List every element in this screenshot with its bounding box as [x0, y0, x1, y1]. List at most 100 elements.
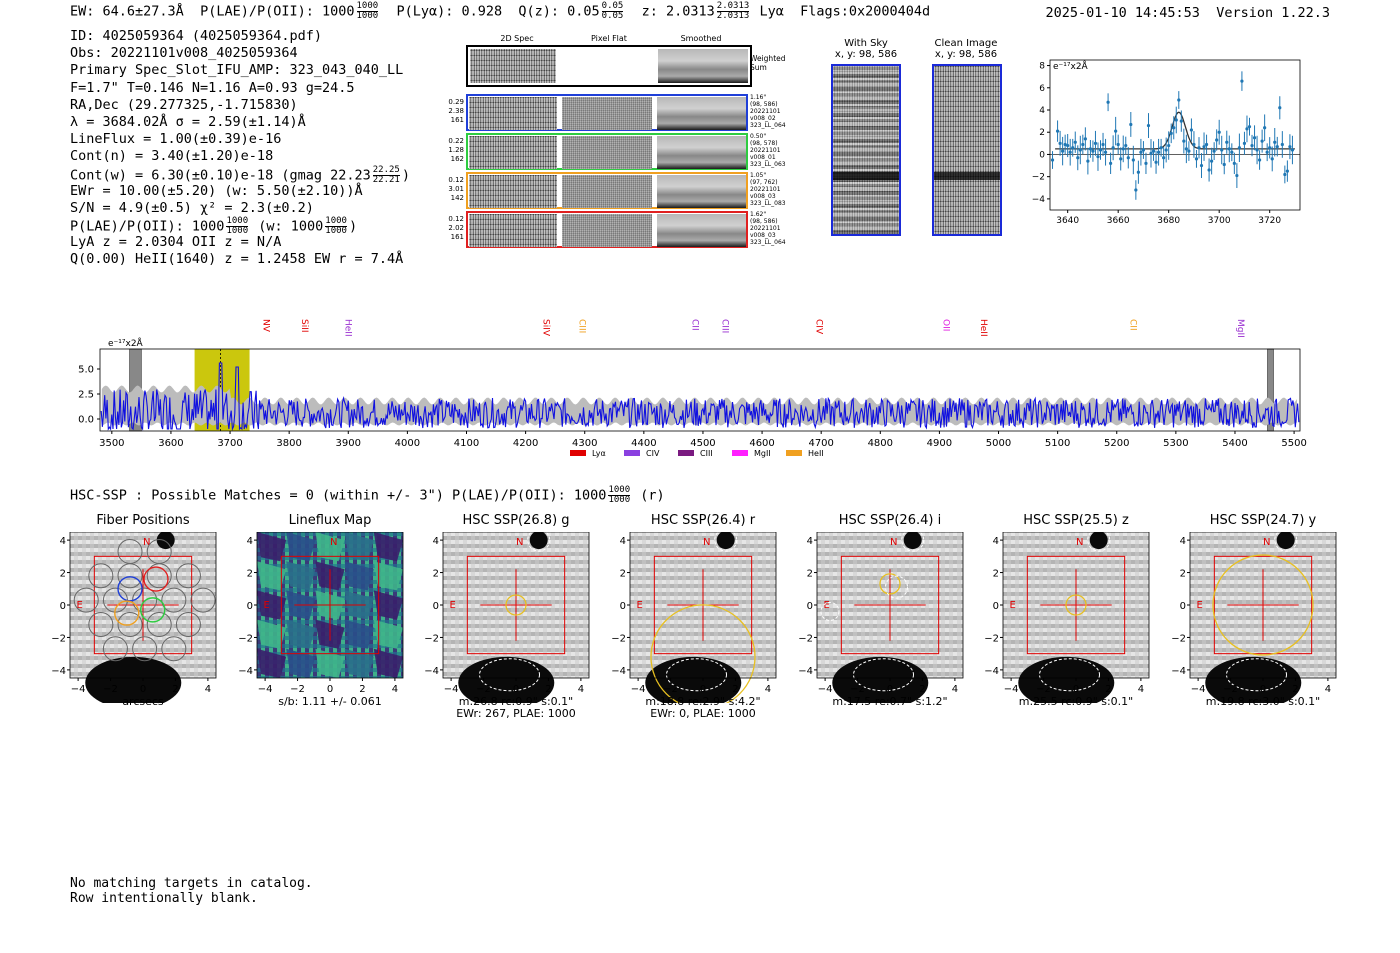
hsc-ytick-label: 2: [993, 569, 999, 580]
fit-point: [1217, 130, 1221, 134]
hsc-ytick-label: 2: [620, 569, 626, 580]
bright-source-top: [156, 532, 175, 550]
hsc-ytick-label: 0: [247, 601, 253, 612]
fit-point: [1151, 149, 1156, 153]
hsc-xtick-label: 4: [205, 684, 211, 695]
spectrum-legend-label: MgII: [754, 449, 771, 458]
spec2d-row-right-value: (98, 586): [750, 101, 778, 108]
fit-point: [1227, 147, 1231, 151]
spec2d-row-right-value: 20221101: [750, 186, 781, 193]
hsc-match-aperture: [650, 604, 756, 703]
lineflux-cell: [315, 532, 345, 562]
spectrum-flux-line: [100, 362, 1300, 432]
fit-ylabel: e⁻¹⁷x2Å: [1053, 60, 1089, 72]
fit-point: [1116, 142, 1120, 147]
spectrum-line-marker-label: HeII: [978, 319, 988, 337]
spectrum-xtick-label: 3900: [336, 438, 361, 449]
spectrum-ylabel: e⁻¹⁷x2Å: [108, 337, 144, 349]
spec2d-row-2d: [469, 97, 557, 130]
spectrum-legend-label: CIV: [646, 449, 660, 458]
spectrum-line-marker-label: CII: [1127, 319, 1137, 331]
fit-point: [1106, 100, 1110, 104]
spectrum-xtick-label: 4000: [395, 438, 420, 449]
hsc-panel-image: N E −4 −2 0 2 4 4 2 0 −2 −4: [51, 532, 217, 703]
spec2d-row-right-labels: 1.05" (97, 762) 20221101 v008_03 323_LL_083: [750, 172, 794, 207]
lineflux-cell: [257, 648, 287, 678]
info-radec: RA,Dec (29.277325,-1.715830): [70, 96, 298, 113]
spectrum-line-marker: NV: [261, 319, 271, 333]
hsc-catalog-ellipse: [479, 658, 541, 692]
north-label: N: [330, 537, 337, 548]
spectrum-xtick-label: 5500: [1281, 438, 1306, 449]
spec2d-row-flat: [562, 214, 652, 247]
east-label: E: [449, 600, 455, 611]
fit-point: [1146, 123, 1151, 128]
fit-point: [1283, 172, 1287, 177]
hsc-xtick-label: 0: [887, 684, 893, 695]
spectrum-line-marker: CIV: [813, 319, 823, 335]
fit-point: [1098, 148, 1103, 152]
fit-point: [1182, 139, 1186, 143]
info-contn: Cont(n) = 3.40(±1.20)e-18: [70, 148, 274, 165]
bright-source-top: [903, 532, 922, 550]
north-label: N: [1076, 537, 1083, 548]
spec2d-row-right-labels: 1.16" (98, 586) 20221101 v008_02 323_LL_064: [750, 94, 794, 129]
hsc-ytick-label: −2: [238, 633, 253, 644]
fit-point: [1071, 146, 1075, 150]
fit-point: [1149, 151, 1153, 155]
fit-point: [1237, 146, 1241, 150]
spectrum-legend-label: HeII: [808, 449, 824, 458]
bright-source-top: [716, 532, 735, 550]
spectrum-xtick-label: 3600: [158, 438, 183, 449]
spec2d-row-right-value: 1.62": [750, 211, 767, 218]
spectrum-xtick-label: 5100: [1045, 438, 1070, 449]
hsc-panel-footer: arcsecs: [50, 696, 236, 708]
east-label: E: [263, 600, 269, 611]
fit-point: [1078, 148, 1082, 152]
hsc-xtick-label: 2: [732, 684, 738, 695]
north-label: N: [143, 537, 150, 548]
hsc-xtick-label: 0: [1073, 684, 1079, 695]
spectrum-xtick-label: 3800: [276, 438, 301, 449]
hsc-panel-footer: s/b: 1.11 +/- 0.061: [237, 696, 423, 708]
hsc-panel-title: HSC SSP(26.4) i: [838, 513, 942, 528]
hsc-ytick-label: 4: [993, 536, 999, 547]
fit-point: [1091, 149, 1095, 153]
fit-point: [1270, 157, 1274, 161]
fiber-circle: [132, 636, 158, 662]
fiber-circle: [146, 611, 172, 637]
spec2d-row-right-value: (98, 586): [750, 218, 778, 225]
fit-ytick-label: 2: [1039, 128, 1045, 138]
fit-point: [1210, 159, 1214, 163]
hsc-xtick-label: −2: [1223, 684, 1238, 695]
spec2d-row-left-value: 142: [450, 194, 464, 202]
hsc-xtick-label: −2: [103, 684, 118, 695]
spec2d-row-left-value: 1.28: [448, 146, 464, 154]
fit-point: [1129, 122, 1133, 127]
spectrum-xtick-label: 5000: [986, 438, 1011, 449]
fit-point: [1088, 147, 1093, 151]
fiber-circle: [117, 538, 143, 564]
spec2d-row-2d: [469, 175, 557, 208]
hsc-panel-footer-line1: m:19.8 rc:3.0" s:0.1": [1205, 695, 1321, 708]
spectrum-line-marker-label: MgII: [1235, 319, 1245, 338]
header-datetime: 2025-01-10 14:45:53: [1045, 5, 1200, 21]
hsc-ytick-label: −4: [1171, 666, 1186, 677]
spec2d-row-right-value: 20221101: [750, 147, 781, 154]
info-obs: Obs: 20221101v008_4025059364: [70, 45, 298, 62]
header-qz-frac: 0.05 0.05: [601, 1, 624, 21]
spectrum-xtick-label: 4800: [868, 438, 893, 449]
spectrum-line-marker: CIII: [576, 319, 586, 333]
spec2d-row-right-value: 323_LL_063: [750, 161, 786, 168]
hsc-ytick-label: −2: [798, 633, 813, 644]
fit-point: [1061, 149, 1065, 153]
hsc-panel-footer: m:18.8 re:2.9" s:4.2" EWr: 0, PLAE: 1000: [610, 696, 796, 720]
with-sky-image: [831, 64, 901, 236]
spec2d-row-left-value: 3.01: [448, 185, 464, 193]
fit-point: [1141, 148, 1146, 152]
fiber-circle: [146, 538, 172, 564]
hsc-ytick-label: 0: [433, 601, 439, 612]
hsc-catalog-ellipse: [1039, 658, 1101, 692]
fit-point: [1076, 156, 1080, 160]
fit-point: [1103, 150, 1108, 154]
